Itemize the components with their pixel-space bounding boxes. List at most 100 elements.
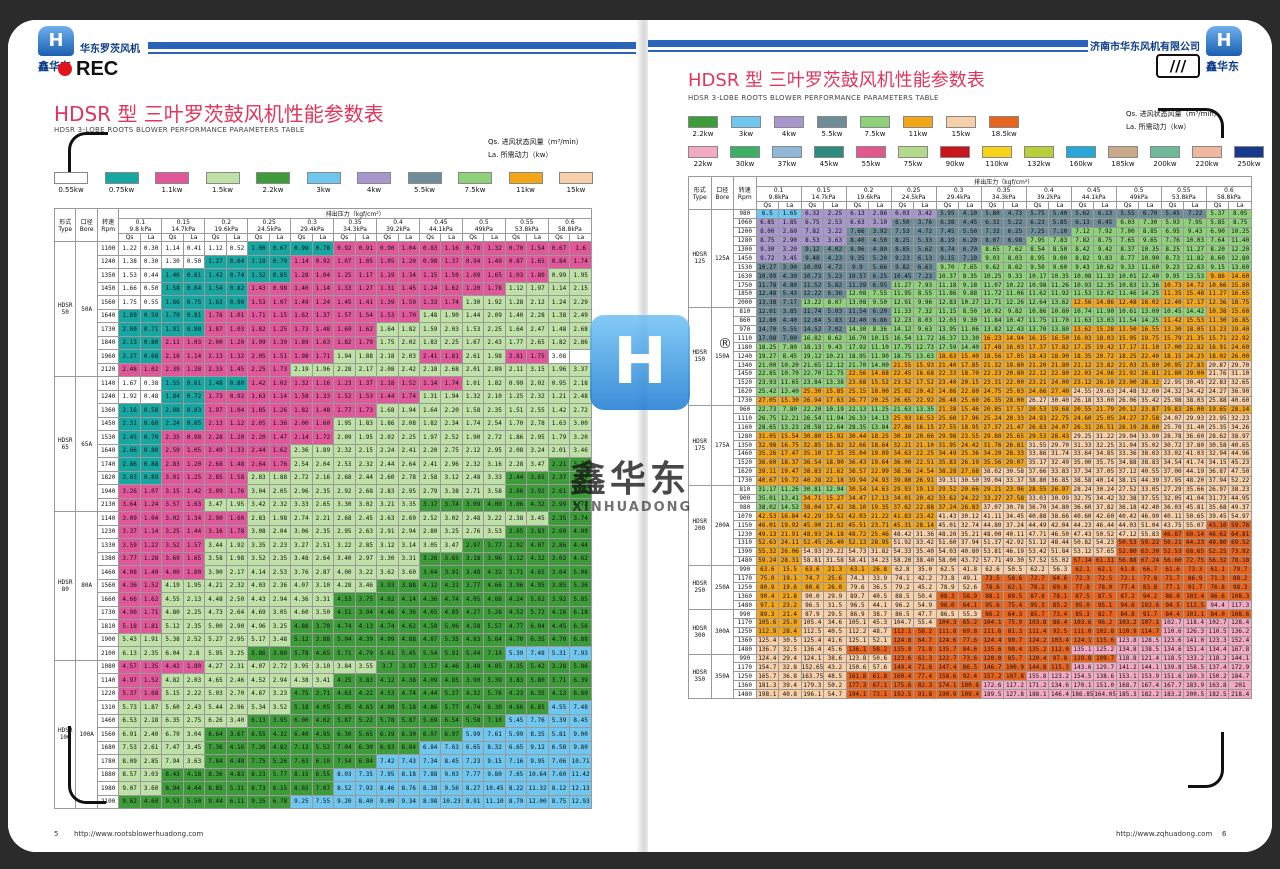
la-cell: 3.47 xyxy=(526,457,549,472)
qs-cell: 1.97 xyxy=(204,403,227,418)
qs-cell: 150.6 xyxy=(845,662,870,673)
la-cell: 38.6 xyxy=(823,653,847,664)
la-cell: 0.68 xyxy=(139,349,163,364)
qs-cell: 4.99 xyxy=(376,632,399,647)
qs-cell: 12.71 xyxy=(980,297,1005,308)
la-cell: 1.58 xyxy=(225,470,249,485)
la-cell: 34.42 xyxy=(1183,386,1207,397)
qs-cell: 38.36 xyxy=(890,466,915,477)
qs-cell: 94.4 xyxy=(1205,600,1230,611)
la-cell: 6.70 xyxy=(958,244,982,255)
qs-cell: 7.63 xyxy=(290,754,313,769)
qs-cell: 90.0 xyxy=(800,591,825,602)
table-row: 2100 9.62 4.60 9.53 5.50 9.44 6.11 9.35 6.78 9.25… xyxy=(55,794,592,809)
type-cell: HDSR 250 xyxy=(688,564,712,611)
la-cell: 24.07 xyxy=(1048,422,1072,433)
qs-cell: 7.64 xyxy=(1205,235,1230,246)
pressure-cell: 0.4 39.2kPa xyxy=(1025,186,1072,202)
la-cell: 41.8 xyxy=(958,564,982,575)
qs-cell: 8.46 xyxy=(376,781,399,796)
la-cell: 3.78 xyxy=(569,457,592,472)
pressure-value: 0.2 xyxy=(863,187,874,195)
la-cell: 9.34 xyxy=(397,794,420,809)
qs-cell: 9.07 xyxy=(118,781,141,796)
qs-cell: 5.43 xyxy=(118,632,141,647)
qs-cell: 1.48 xyxy=(204,376,227,391)
la-cell: 184.7 xyxy=(1228,671,1252,682)
type-cell: HDSR 350 xyxy=(688,653,712,699)
bore-cell: 250A xyxy=(710,564,735,611)
rpm-cell: 1240 xyxy=(96,389,120,404)
qs-cell: 80.9 xyxy=(755,582,780,593)
la-cell: 16.84 xyxy=(778,511,802,522)
rpm-cell: 990 xyxy=(733,609,757,619)
qs-cell: 11.39 xyxy=(845,280,870,291)
la-cell: 9.60 xyxy=(1048,262,1072,273)
qs-cell: 3.16 xyxy=(204,524,227,539)
qs-cell: 1.14 xyxy=(418,376,442,391)
la-cell: 8.18 xyxy=(397,767,420,782)
la-cell: 64.1 xyxy=(958,600,982,611)
la-cell: 18.03 xyxy=(1093,333,1117,344)
footer-url[interactable]: http://www.rootsblowerhuadong.com xyxy=(74,830,204,838)
qs-cell: 10.93 xyxy=(1070,280,1095,291)
qs-cell: 95.6 xyxy=(980,600,1005,611)
kpa-value: 34.3kPa xyxy=(991,194,1016,201)
qs-cell: 7.26 xyxy=(247,740,270,755)
qs-cell: 51.37 xyxy=(980,537,1005,548)
la-cell: 54.97 xyxy=(1228,511,1252,522)
la-cell: 3.48 xyxy=(268,632,292,647)
table-row: 1520 36.60 18.37 36.54 18.90 36.43 19.64 36.00 2… xyxy=(689,457,1252,468)
la-cell: 9.50 xyxy=(868,297,892,308)
qs-cell: 21.20 xyxy=(1025,360,1050,371)
qs-cell: 7.95 xyxy=(376,767,399,782)
qs-cell: 4.58 xyxy=(461,619,485,634)
la-cell: 2.75 xyxy=(182,713,206,728)
la-cell: 1.04 xyxy=(397,241,420,256)
la-cell: 136.2 xyxy=(1228,626,1252,637)
qs-cell: 9.20 xyxy=(333,794,356,809)
la-cell: 8.85 xyxy=(1138,226,1162,237)
qs-cell: 3.05 xyxy=(418,538,442,553)
qs-cell: 1.98 xyxy=(290,349,313,364)
qs-cell: 5.00 xyxy=(204,619,227,634)
qs-cell: 12.83 xyxy=(935,297,960,308)
la-cell: 1.80 xyxy=(182,659,206,674)
la-cell: 0.38 xyxy=(139,376,163,391)
legend-swatch xyxy=(688,146,718,158)
la-cell: 4.32 xyxy=(268,727,292,742)
qs-cell: 3.26 xyxy=(418,551,442,566)
qs-cell: 1.97 xyxy=(418,430,442,445)
qs-cell: 1.91 xyxy=(161,322,184,337)
qs-cell: 13.22 xyxy=(800,297,825,308)
qs-cell: 94.6 xyxy=(1115,600,1140,611)
qs-cell: 1.18 xyxy=(376,376,399,391)
la-cell: 19.13 xyxy=(913,484,937,495)
qs-cell: 10.73 xyxy=(800,271,825,282)
legend-item: 7.5kw xyxy=(458,172,492,194)
la-cell: 82.3 xyxy=(913,680,937,691)
qs-cell: 2.90 xyxy=(204,511,227,526)
qs-cell: 1.45 xyxy=(333,295,356,310)
company-logo-icon: H xyxy=(38,26,74,56)
footer-url[interactable]: http://www.zqhuadong.com xyxy=(1116,830,1213,838)
kpa-value: 53.8kPa xyxy=(514,226,539,233)
qs-cell: 4.63 xyxy=(333,686,356,701)
la-cell: 5.86 xyxy=(569,659,592,674)
qs-cell: 36.54 xyxy=(800,457,825,468)
la-cell: 2.09 xyxy=(483,308,506,323)
table-row: 1620 25.42 13.40 25.30 15.85 25.15 18.00 25.02 2… xyxy=(689,386,1252,397)
pressure-cell: 0.35 34.3kPa xyxy=(980,186,1027,202)
la-cell: 6.55 xyxy=(311,767,335,782)
qs-cell: 2.44 xyxy=(376,457,399,472)
qs-cell: 5.05 xyxy=(333,700,356,715)
la-cell: 152.4 xyxy=(1228,635,1252,646)
qs-cell: 58.00 xyxy=(935,555,960,566)
la-cell: 38.83 xyxy=(1138,457,1162,468)
qs-cell: 55.32 xyxy=(755,546,780,557)
qs-cell: 6.19 xyxy=(376,727,399,742)
la-cell: 13.30 xyxy=(958,333,982,344)
qs-cell: 2.61 xyxy=(547,484,571,499)
rpm-cell: 1200 xyxy=(733,226,757,237)
pressure-row: 0.1 9.8kPa 0.15 14.7kPa 0.2 19.6kPa 0.25 24.5kP… xyxy=(689,186,1253,202)
